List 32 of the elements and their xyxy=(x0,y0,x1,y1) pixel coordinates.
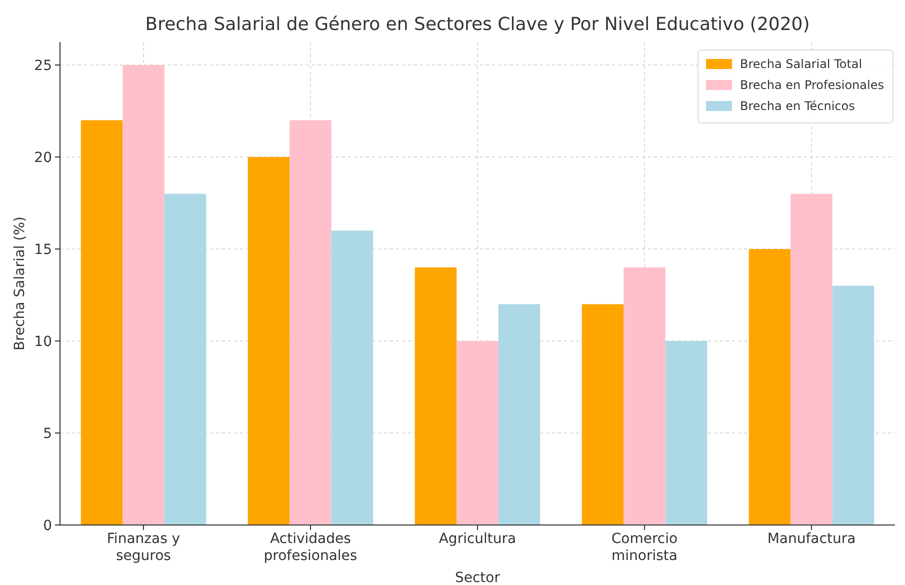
x-tick-label: Manufactura xyxy=(767,531,856,547)
y-tick-label: 0 xyxy=(43,518,52,534)
bar xyxy=(290,120,332,525)
bar xyxy=(790,194,832,525)
bar xyxy=(331,230,374,525)
chart-title: Brecha Salarial de Género en Sectores Clave y Por Nivel Educativo (2020) xyxy=(145,14,810,35)
bar xyxy=(748,249,791,525)
x-axis-title: Sector xyxy=(454,570,500,585)
y-tick-label: 15 xyxy=(34,242,52,258)
bar xyxy=(832,286,874,525)
bar xyxy=(624,267,666,525)
bar xyxy=(498,304,540,525)
bar xyxy=(122,65,164,525)
bar xyxy=(414,267,457,525)
y-tick-label: 25 xyxy=(34,58,52,74)
bar xyxy=(164,194,206,525)
bar xyxy=(582,304,624,525)
x-tick-label: Actividades profesionales xyxy=(264,531,358,564)
legend-label: Brecha en Profesionales xyxy=(740,78,884,92)
bar xyxy=(80,120,123,525)
legend-label: Brecha en Técnicos xyxy=(740,99,855,114)
x-tick-label: Finanzas y seguros xyxy=(106,531,180,564)
bar xyxy=(248,157,290,525)
legend-label: Brecha Salarial Total xyxy=(740,57,862,72)
bar xyxy=(456,341,498,525)
y-tick-label: 10 xyxy=(34,334,52,350)
x-tick-label: Comercio minorista xyxy=(611,531,678,564)
bar xyxy=(665,341,708,525)
y-tick-label: 5 xyxy=(43,426,52,442)
x-tick-label: Agricultura xyxy=(438,531,516,547)
y-tick-label: 20 xyxy=(34,150,52,166)
y-axis-title: Brecha Salarial (%) xyxy=(12,216,28,350)
